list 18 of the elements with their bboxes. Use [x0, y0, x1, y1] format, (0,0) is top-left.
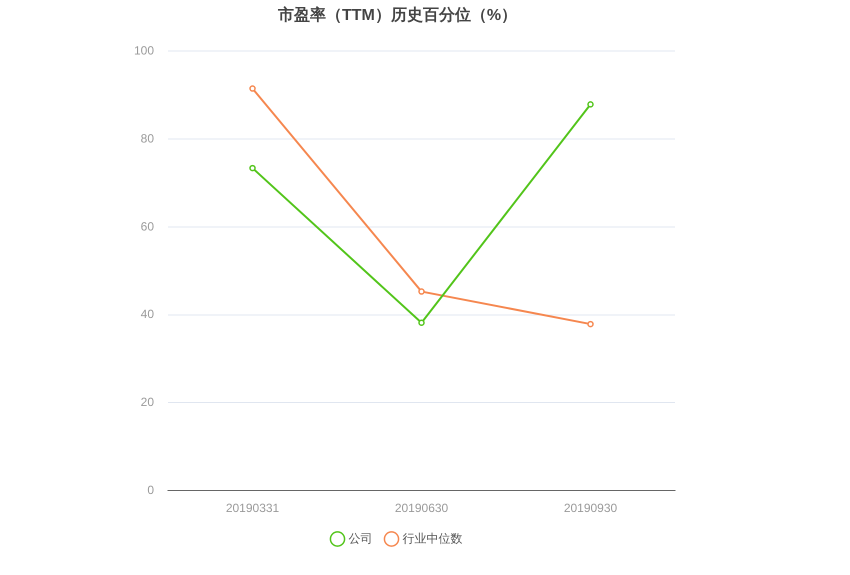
point [249, 85, 256, 92]
y-tick-label: 80 [140, 131, 154, 146]
point [587, 101, 594, 108]
y-tick-label: 100 [134, 44, 154, 58]
point [418, 320, 425, 326]
y-tick-label: 20 [140, 395, 154, 410]
x-tick-label: 20190331 [226, 501, 280, 516]
legend-label: 公司 [348, 531, 372, 546]
point [249, 164, 256, 172]
y-tick-label: 40 [140, 307, 154, 322]
x-tick-label: 20190930 [564, 501, 618, 516]
point [418, 288, 425, 295]
y-tick-label: 0 [147, 482, 154, 497]
legend-label: 行业中位数 [402, 531, 462, 546]
y-tick-label: 60 [140, 219, 154, 234]
x-tick-label: 20190630 [394, 501, 449, 516]
point [587, 320, 594, 328]
chart-title: 市盈率（TTM）历史百分位（%） [276, 5, 518, 24]
